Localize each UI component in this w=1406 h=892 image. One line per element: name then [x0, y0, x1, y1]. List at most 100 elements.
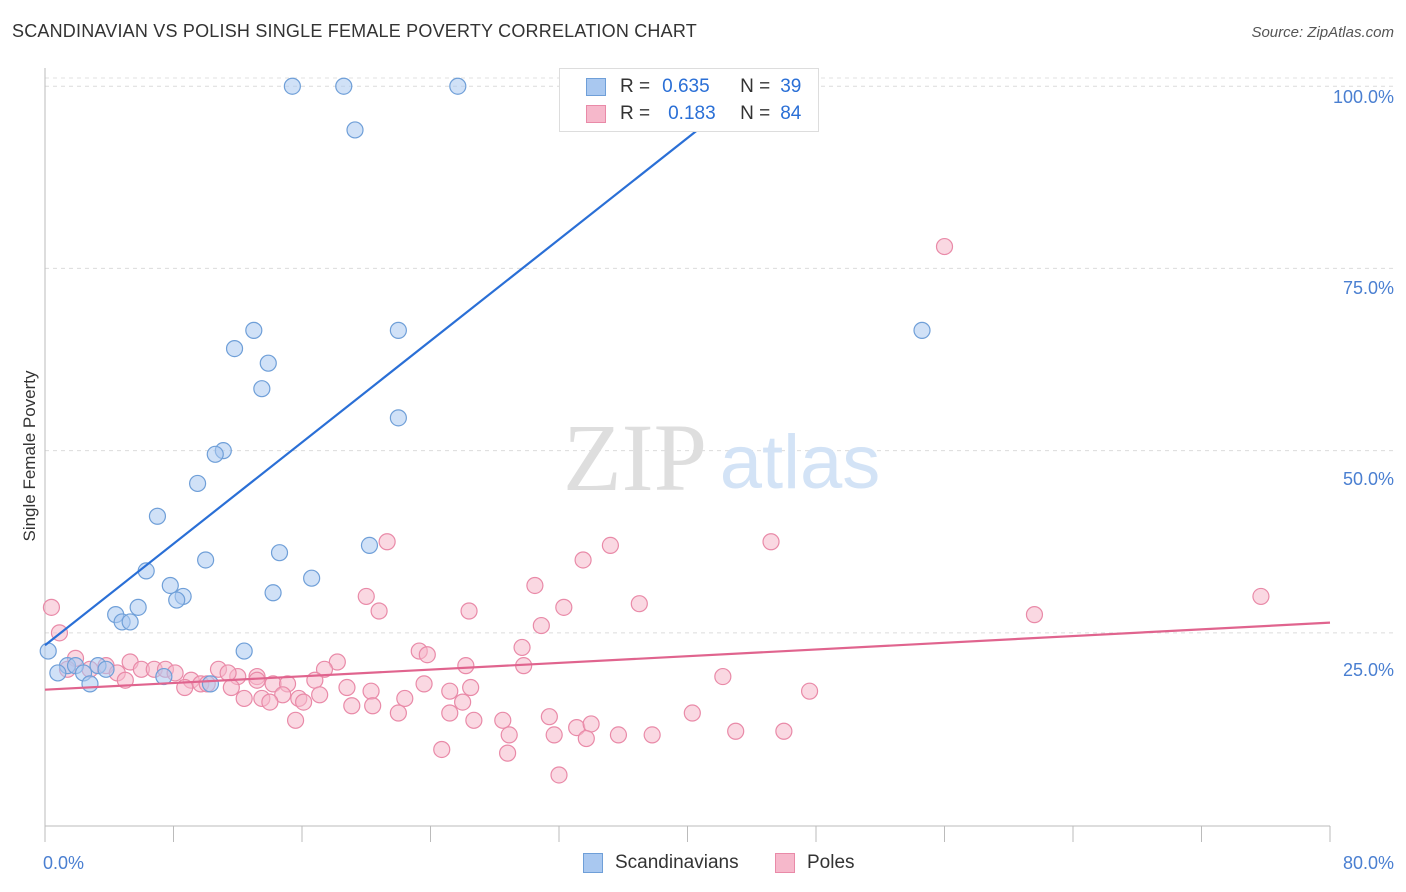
legend-label: Scandinavians: [615, 852, 739, 873]
scandinavians-point: [335, 77, 353, 95]
n-value: 84: [780, 103, 802, 124]
poles-point: [540, 708, 558, 726]
scandinavians-point: [360, 536, 379, 554]
poles-swatch-icon: [586, 105, 606, 123]
r-value: 0.183: [668, 103, 716, 124]
n-label: N =: [740, 103, 771, 124]
poles-point: [396, 689, 414, 708]
poles-point: [462, 678, 480, 697]
poles-point: [1252, 587, 1270, 606]
y-tick-label: 25.0%: [1342, 660, 1394, 680]
x-tick-label: 0.0%: [43, 853, 85, 873]
poles-point: [513, 638, 531, 657]
chart-title: SCANDINAVIAN VS POLISH SINGLE FEMALE POV…: [12, 21, 697, 41]
legend-label: Poles: [807, 852, 855, 873]
poles-point: [222, 678, 240, 697]
poles-point: [418, 646, 436, 664]
poles-point: [526, 576, 544, 595]
scandinavians-point: [264, 584, 282, 602]
poles-point: [370, 602, 388, 620]
poles-point: [357, 587, 375, 606]
poles-point: [601, 536, 620, 554]
poles-point: [248, 671, 266, 689]
scandinavians-point: [121, 613, 139, 631]
poles-point: [775, 722, 793, 740]
n-value: 39: [780, 76, 802, 97]
poles-point: [378, 533, 396, 551]
scandinavians-point: [201, 675, 220, 693]
poles-point: [630, 595, 648, 613]
poles-point: [389, 704, 407, 722]
poles-point: [609, 726, 628, 744]
poles-point: [343, 697, 361, 715]
poles-point: [935, 237, 954, 256]
legend-item-scandinavians: Scandinavians: [583, 852, 739, 874]
scandinavians-trend-line: [44, 73, 769, 647]
poles-point: [465, 711, 483, 729]
r-label: R =: [620, 76, 651, 97]
data-points: [39, 77, 1270, 784]
scandinavians-point: [235, 642, 253, 660]
poles-point: [362, 682, 380, 700]
grid: [45, 77, 1395, 634]
poles-point: [457, 657, 475, 675]
scandinavians-point: [206, 445, 224, 463]
scandinavians-point: [97, 660, 115, 678]
poles-point: [555, 598, 573, 616]
poles-point: [235, 689, 253, 708]
poles-point: [295, 693, 313, 711]
poles-point: [574, 551, 592, 569]
poles-point: [545, 726, 563, 744]
scandinavians-point: [245, 321, 263, 339]
scandinavians-point: [389, 409, 407, 427]
poles-point: [1025, 606, 1044, 624]
poles-point: [415, 675, 433, 693]
poles-swatch-icon: [775, 853, 795, 873]
scandinavians-point: [259, 354, 277, 372]
legend-row-poles: R = 0.183 N = 84: [586, 102, 801, 126]
scandinavians-point: [161, 576, 179, 595]
scandinavians-swatch-icon: [583, 853, 603, 873]
poles-point: [577, 729, 595, 748]
poles-point: [364, 697, 382, 715]
scandinavians-point: [81, 675, 99, 693]
poles-point: [499, 744, 517, 762]
poles-point: [219, 664, 237, 682]
scandinavians-swatch-icon: [586, 78, 606, 96]
y-tick-label: 100.0%: [1332, 87, 1394, 107]
poles-point: [42, 598, 61, 616]
scandinavians-point: [197, 551, 215, 569]
scandinavians-point: [449, 77, 467, 95]
r-label: R =: [620, 103, 651, 124]
poles-point: [441, 704, 459, 722]
poles-point: [683, 704, 701, 722]
poles-point: [494, 711, 512, 729]
poles-point: [441, 682, 459, 700]
source-credit: Source: ZipAtlas.com: [1251, 24, 1394, 41]
scandinavians-point: [148, 507, 167, 525]
legend-item-poles: Poles: [775, 852, 855, 874]
n-label: N =: [740, 76, 771, 97]
poles-point: [338, 678, 356, 697]
scandinavians-point: [49, 664, 67, 682]
poles-point: [311, 686, 329, 704]
correlation-legend: R = 0.635 N = 39 R = 0.183 N = 84: [559, 68, 819, 132]
scandinavians-point: [39, 642, 57, 660]
y-tick-label: 50.0%: [1342, 469, 1394, 489]
scandinavians-point: [168, 591, 186, 609]
scandinavians-point: [270, 544, 289, 562]
scandinavians-point: [225, 340, 244, 358]
scandinavians-point: [283, 77, 301, 95]
watermark-zip: ZIP: [563, 404, 707, 511]
watermark-atlas: atlas: [720, 420, 881, 505]
axes: [44, 68, 1331, 842]
poles-point: [274, 686, 292, 704]
r-value: 0.635: [662, 76, 710, 97]
scandinavians-point: [913, 321, 931, 339]
scandinavians-point: [303, 569, 321, 587]
scandinavians-point: [346, 121, 364, 139]
poles-point: [460, 602, 478, 620]
poles-point: [643, 726, 661, 744]
poles-point: [286, 711, 305, 729]
